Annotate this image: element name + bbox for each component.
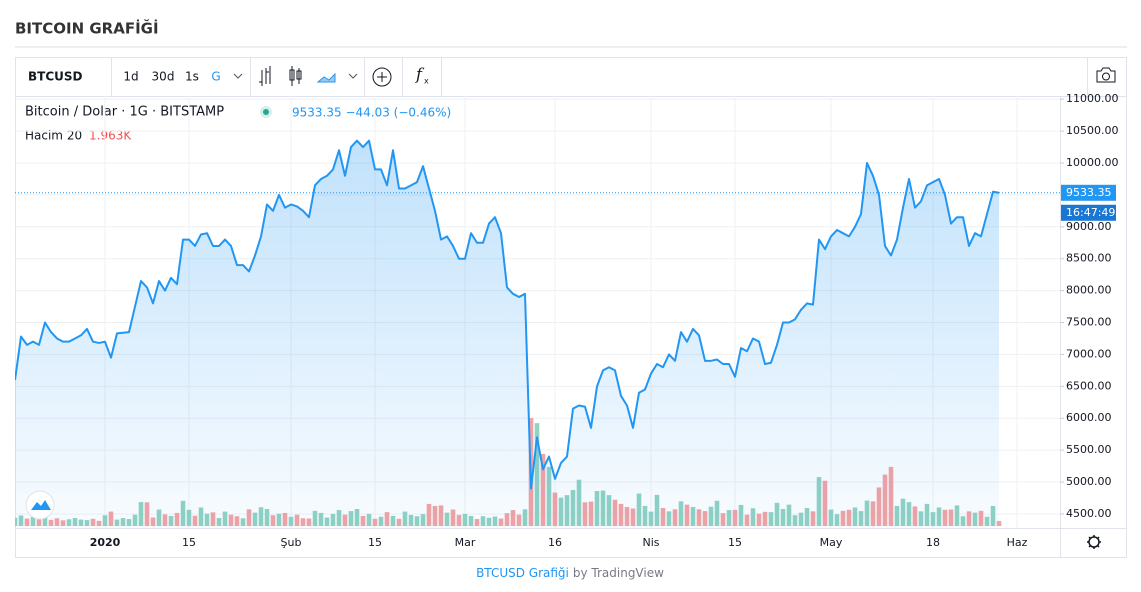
footer-symbol[interactable]: BTCUSD Grafiği <box>476 566 569 580</box>
price-badge <box>1061 184 1116 201</box>
candles-icon[interactable] <box>289 66 302 86</box>
status-dot <box>263 109 269 115</box>
interval[interactable]: 1d <box>123 70 138 84</box>
x-tick-label: Şub <box>281 536 302 549</box>
snapshot-icon[interactable] <box>1096 67 1116 83</box>
price-badge-label: 9533.35 <box>1066 186 1112 199</box>
gear-teeth <box>1087 535 1101 549</box>
volume-value: 1.963K <box>89 129 132 143</box>
interval[interactable]: 1s <box>185 70 199 84</box>
time-badge <box>1061 204 1116 221</box>
x-tick-label: May <box>820 536 843 549</box>
page-title: BITCOIN GRAFİĞİ <box>15 19 159 38</box>
y-tick-label: 8500.00 <box>1066 252 1112 265</box>
compare-plus <box>377 72 387 82</box>
price-line <box>15 139 1000 490</box>
indicators-icon-sub: x <box>424 77 429 86</box>
x-tick-label: Mar <box>455 536 476 549</box>
footer: BTCUSD Grafiği by TradingView <box>476 566 664 580</box>
interval-menu[interactable] <box>233 73 243 79</box>
volume-name: Hacim 20 <box>25 129 82 143</box>
compare-icon[interactable] <box>372 67 392 87</box>
toolbar: BTCUSD f x 1d 30d 1s G <box>28 58 1116 96</box>
y-tick-label: 8000.00 <box>1066 284 1112 297</box>
x-tick-label: Nis <box>642 536 659 549</box>
chart-frame <box>15 57 1127 558</box>
interval[interactable]: 30d <box>152 70 175 84</box>
x-tick-label: 16 <box>548 536 562 549</box>
y-tick-label: 5000.00 <box>1066 475 1112 488</box>
legend-quote: 9533.35 −44.03 (−0.46%) <box>292 106 451 120</box>
time-badge-label: 16:47:49 <box>1066 206 1115 219</box>
logo-mark <box>31 500 51 510</box>
y-tick-label: 11000.00 <box>1066 92 1119 105</box>
area-fill <box>15 140 999 528</box>
interval[interactable]: G <box>211 70 220 84</box>
x-tick-label: 15 <box>368 536 382 549</box>
x-tick-label: 18 <box>926 536 940 549</box>
gear-icon[interactable] <box>1087 535 1101 549</box>
x-tick-label: 2020 <box>90 536 121 549</box>
y-tick-label: 5500.00 <box>1066 443 1112 456</box>
x-tick-label: 15 <box>182 536 196 549</box>
y-tick-label: 10000.00 <box>1066 156 1119 169</box>
footer-by: by TradingView <box>573 566 664 580</box>
y-tick-label: 9000.00 <box>1066 220 1112 233</box>
symbol[interactable]: BTCUSD <box>28 70 83 84</box>
plot <box>15 96 1060 528</box>
y-tick-label: 7500.00 <box>1066 316 1112 329</box>
indicators-icon[interactable]: f <box>415 65 425 84</box>
bars-icon[interactable] <box>259 66 271 86</box>
snapshot-lens <box>1102 72 1110 81</box>
x-tick-label: Haz <box>1007 536 1028 549</box>
y-tick-label: 10500.00 <box>1066 124 1119 137</box>
style-menu[interactable] <box>348 73 358 79</box>
x-tick-label: 15 <box>728 536 742 549</box>
y-tick-label: 6500.00 <box>1066 379 1112 392</box>
tv-logo <box>25 490 55 520</box>
y-tick-label: 6000.00 <box>1066 411 1112 424</box>
area-icon[interactable] <box>316 72 336 83</box>
y-tick-label: 4500.00 <box>1066 507 1112 520</box>
legend-name: Bitcoin / Dolar · 1G · BITSTAMP <box>25 105 224 120</box>
y-tick-label: 7000.00 <box>1066 347 1112 360</box>
